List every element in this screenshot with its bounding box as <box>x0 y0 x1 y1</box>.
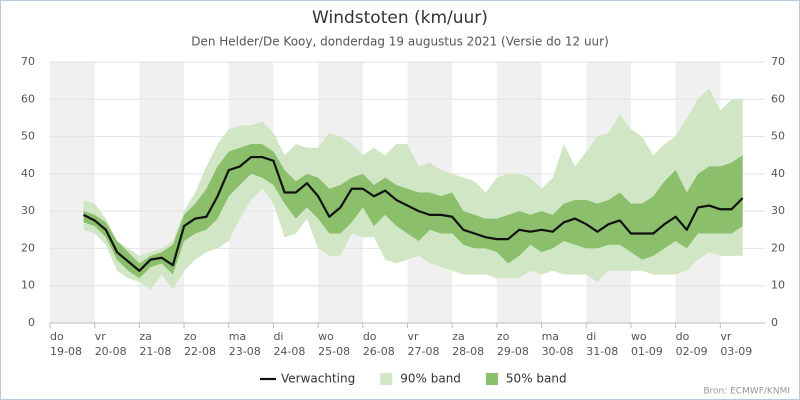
y-tick-label-right: 10 <box>771 279 785 292</box>
legend-item[interactable]: 90% band <box>380 372 461 386</box>
x-tick-label: za 28-08 <box>452 330 484 358</box>
legend-swatch <box>485 373 498 385</box>
legend-label: 50% band <box>506 372 567 386</box>
legend-label: 90% band <box>400 372 461 386</box>
line <box>83 155 744 272</box>
x-tick-label: za 21-08 <box>139 330 171 358</box>
legend-item[interactable]: Verwachting <box>260 372 355 386</box>
legend-swatch <box>380 373 393 385</box>
band <box>83 144 743 279</box>
legend-label: Verwachting <box>281 372 355 386</box>
chart-subtitle: Den Helder/De Kooy, donderdag 19 augustu… <box>191 35 609 49</box>
x-tick-label: ma 23-08 <box>229 330 261 358</box>
y-tick-label: 40 <box>21 167 35 180</box>
y-tick-label: 10 <box>21 279 35 292</box>
x-tick-label: vr 20-08 <box>95 330 127 358</box>
source: Bron: ECMWF/KNMI <box>703 387 790 397</box>
y-tick-label-right: 70 <box>771 55 785 68</box>
x-tick-label: do 19-08 <box>50 330 82 358</box>
y-tick-label-right: 50 <box>771 130 785 143</box>
y-tick-label: 50 <box>21 130 35 143</box>
y-tick-label-right: 40 <box>771 167 785 180</box>
chart-title: Windstoten (km/uur) <box>312 8 488 28</box>
x-tick-label: zo 29-08 <box>497 330 529 358</box>
x-tick-label: do 02-09 <box>676 330 708 358</box>
x-tick-label: wo 25-08 <box>318 330 350 358</box>
y-tick-label-right: 20 <box>771 241 785 254</box>
y-tick-label: 70 <box>21 55 35 68</box>
x-tick-label: vr 03-09 <box>720 330 752 358</box>
y-tick-label-right: 0 <box>771 316 778 329</box>
y-tick-label-right: 30 <box>771 204 785 217</box>
day-shade <box>50 62 95 323</box>
x-tick-label: di 24-08 <box>273 330 305 358</box>
x-tick-label: zo 22-08 <box>184 330 216 358</box>
y-tick-label: 60 <box>21 92 35 105</box>
x-tick-label: di 31-08 <box>586 330 618 358</box>
x-tick-label: wo 01-09 <box>631 330 663 358</box>
y-tick-label: 20 <box>21 241 35 254</box>
y-tick-label-right: 60 <box>771 92 785 105</box>
y-tick-label: 30 <box>21 204 35 217</box>
legend-item[interactable]: 50% band <box>485 372 567 386</box>
y-tick-label: 0 <box>28 316 35 329</box>
x-tick-label: vr 27-08 <box>408 330 440 358</box>
x-tick-label: ma 30-08 <box>542 330 574 358</box>
x-tick-label: do 26-08 <box>363 330 395 358</box>
